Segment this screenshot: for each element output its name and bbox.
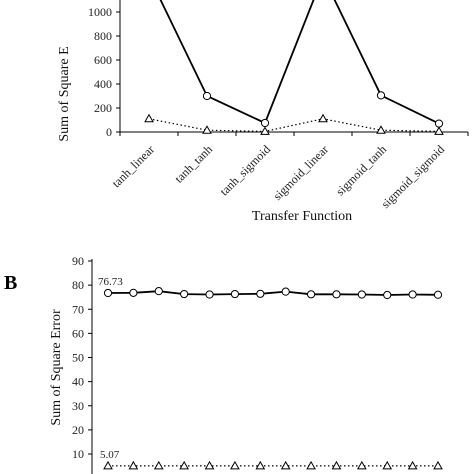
y-tick-label: 90 (72, 254, 84, 268)
y-tick-label: 70 (72, 302, 84, 316)
x-tick-label: sigmoid_tanh (333, 142, 389, 198)
point-s2-7 (255, 460, 266, 470)
point-s1-11 (357, 290, 366, 299)
y-axis-title: Sum of Square E (57, 46, 72, 141)
point-s2-1 (144, 113, 154, 123)
point-s2-6 (230, 460, 240, 470)
series-line-2 (148, 118, 440, 133)
y-tick-label: 20 (72, 423, 84, 437)
point-s2-3 (153, 460, 164, 470)
point-s2-8 (280, 460, 291, 470)
point-s1-13 (408, 290, 417, 299)
point-s1-6 (434, 119, 444, 128)
point-s1-2 (129, 288, 138, 297)
point-s1-7 (256, 289, 265, 298)
y-tick-label: 50 (72, 351, 84, 365)
y-tick-label: 30 (72, 399, 84, 413)
y-tick-label: 200 (94, 101, 112, 115)
point-s1-9 (306, 290, 316, 299)
point-s1-6 (230, 289, 240, 299)
point-s2-12 (382, 460, 393, 470)
point-s2-5 (204, 460, 215, 470)
data-label-first-s1: 76.73 (98, 276, 123, 288)
plot-area (144, 0, 444, 135)
point-s1-2 (202, 91, 212, 101)
x-axis-title: Transfer Function (252, 209, 352, 224)
series-line-1 (159, 0, 440, 125)
panel-b: 10 20 30 40 50 60 70 80 90 76.73 5.07 Sum of Square… (49, 254, 443, 474)
point-s1-5 (376, 91, 386, 100)
x-tick-label: tanh_linear (109, 142, 157, 190)
point-s1-3 (154, 287, 163, 296)
y-tick-label: 800 (94, 29, 112, 43)
y-axis-title: Sum of Square Error (49, 309, 64, 426)
point-s1-14 (433, 290, 443, 299)
y-tick-label: 10 (72, 447, 84, 461)
point-s2-4 (179, 460, 190, 470)
point-s1-4 (180, 289, 189, 299)
x-tick-label: sigmoid_linear (270, 142, 331, 203)
point-s1-12 (383, 290, 392, 300)
point-s1-8 (281, 287, 290, 296)
point-s2-5 (376, 125, 386, 134)
point-s1-1 (103, 288, 113, 298)
y-tick-label: 600 (94, 53, 112, 67)
panel-b-letter: B (4, 272, 17, 294)
y-tick-label: 40 (72, 375, 84, 389)
point-s1-10 (332, 290, 341, 299)
point-s2-1 (103, 460, 113, 470)
point-s2-13 (407, 460, 418, 470)
y-tick-label: 1000 (88, 5, 112, 19)
data-label-first-s2: 5.07 (100, 449, 120, 461)
point-s2-14 (433, 460, 443, 470)
panel-a: 0 200 400 600 800 1000 tanh_linear tanh_tanh tan… (57, 0, 469, 224)
point-s2-2 (128, 460, 139, 470)
y-tick-label: 0 (106, 125, 112, 139)
y-tick-label: 60 (72, 326, 84, 340)
point-s2-4 (318, 113, 328, 123)
point-s1-5 (205, 290, 214, 299)
point-s1-3 (260, 118, 270, 128)
x-tick-label: tanh_sigmoid (217, 142, 273, 198)
point-s2-2 (202, 125, 212, 134)
y-tick-label: 400 (94, 77, 112, 91)
point-s2-6 (434, 126, 444, 135)
x-tick-label: tanh_tanh (172, 142, 215, 185)
point-s2-11 (356, 460, 367, 470)
y-tick-label: 80 (72, 278, 84, 292)
point-s2-3 (260, 126, 270, 135)
series-line-1 (107, 290, 439, 296)
point-s2-9 (306, 460, 316, 470)
point-s2-10 (331, 460, 342, 470)
